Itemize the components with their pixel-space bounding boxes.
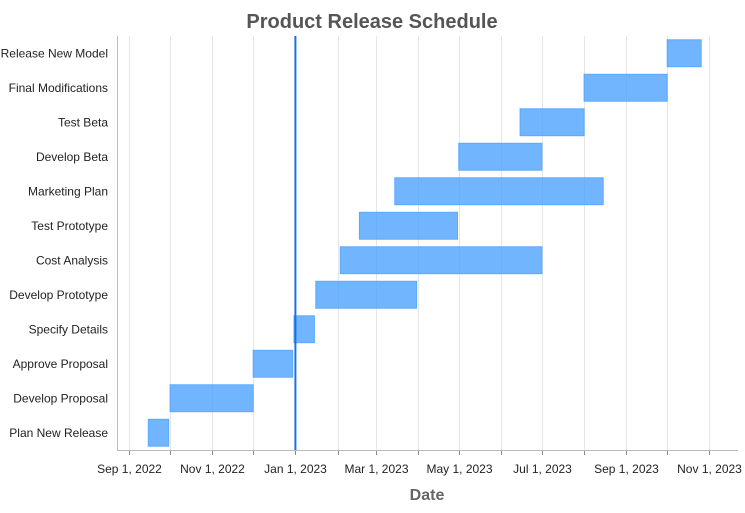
bars — [147, 39, 702, 447]
gantt-bar — [252, 349, 294, 378]
task-label: Cost Analysis — [36, 253, 108, 267]
chart-title: Product Release Schedule — [246, 11, 497, 33]
x-tick-label: May 1, 2023 — [426, 462, 492, 476]
gantt-bar — [666, 39, 702, 68]
task-label: Plan New Release — [9, 426, 108, 440]
task-label: Test Prototype — [31, 219, 108, 233]
gantt-bar — [293, 315, 315, 344]
gantt-bar — [519, 108, 585, 137]
gantt-bar — [169, 384, 254, 413]
gantt-bar — [147, 418, 170, 447]
gantt-bar — [358, 211, 458, 240]
task-label: Develop Beta — [36, 150, 108, 164]
x-axis-title: Date — [410, 487, 445, 504]
task-label: Develop Proposal — [13, 391, 108, 405]
task-label: Marketing Plan — [28, 184, 108, 198]
task-label: Final Modifications — [9, 81, 108, 95]
task-label: Develop Prototype — [9, 288, 108, 302]
x-tick-label: Sep 1, 2022 — [97, 462, 162, 476]
gantt-bar — [458, 142, 543, 171]
gantt-bar — [583, 73, 668, 102]
x-tick-label: Nov 1, 2023 — [677, 462, 742, 476]
task-label: Approve Proposal — [13, 357, 108, 371]
task-labels: Release New Model Final Modifications Test… — [1, 46, 109, 440]
gantt-bar — [394, 177, 604, 206]
x-tick-label: Jul 1, 2023 — [513, 462, 572, 476]
gantt-bar — [315, 280, 418, 309]
x-tick-label: Mar 1, 2023 — [344, 462, 408, 476]
x-tick-label: Jan 1, 2023 — [264, 462, 327, 476]
x-tick-label: Nov 1, 2022 — [180, 462, 245, 476]
task-label: Specify Details — [29, 322, 108, 336]
x-axis: Sep 1, 2022 Nov 1, 2022 Jan 1, 2023 Mar 1, … — [97, 36, 742, 476]
task-label: Release New Model — [1, 46, 108, 60]
x-tick-label: Sep 1, 2023 — [594, 462, 659, 476]
gantt-bar — [339, 246, 543, 275]
task-label: Test Beta — [58, 115, 108, 129]
